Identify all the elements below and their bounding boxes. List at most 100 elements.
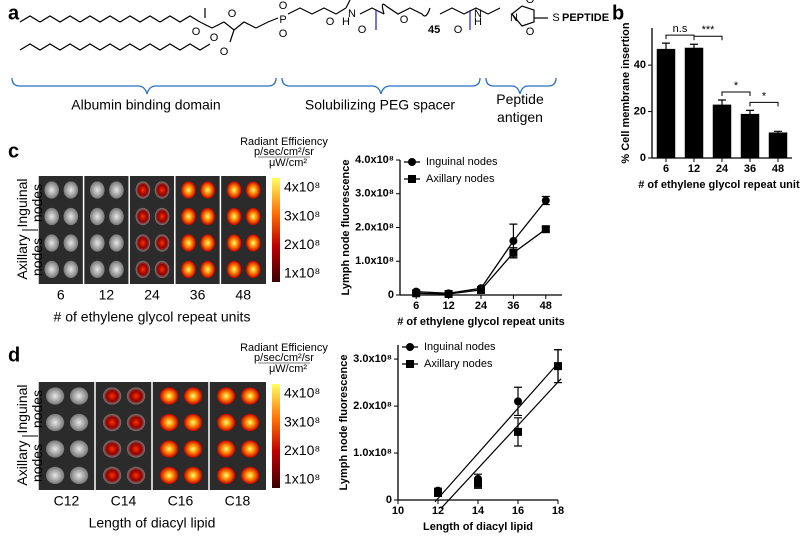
x-tick-label: 12 [688, 163, 700, 175]
significance-bracket [749, 101, 779, 107]
lymph-node [240, 387, 260, 405]
domain-label: Solubilizing PEG spacer [305, 97, 456, 113]
colorbar-label: 4x10⁸ [284, 385, 320, 401]
colorbar-unit: p/sec/cm²/sr [254, 146, 314, 158]
x-tick-label: 10 [392, 505, 404, 517]
lymph-node [183, 387, 203, 405]
lymph-node [63, 234, 79, 252]
marker [541, 196, 550, 205]
marker [434, 488, 442, 497]
x-tick-label: 36 [507, 300, 519, 312]
colorbar-label: 4x10⁸ [284, 179, 320, 195]
row-label: Axillarynodes [14, 234, 45, 279]
lymph-node [181, 207, 196, 226]
lymph-node [226, 181, 242, 199]
colorbar-unit: μW/cm² [269, 363, 307, 375]
legend-label: Axillary nodes [424, 358, 493, 370]
significance-label: n.s [673, 23, 688, 35]
lymph-node [126, 466, 146, 485]
marker [412, 289, 421, 298]
lymph-node [240, 440, 260, 458]
lymph-node [63, 207, 79, 226]
significance-label: *** [702, 24, 716, 36]
series-line [416, 200, 547, 294]
lymph-node [183, 466, 203, 485]
lymph-node [126, 440, 146, 458]
peg-repeat: 45 [428, 24, 440, 36]
y-tick-label: 3.0x10⁸ [355, 188, 394, 200]
marker [541, 225, 550, 234]
lymph-node [109, 181, 124, 199]
lymph-node [159, 387, 179, 405]
lymph-node [154, 260, 170, 279]
marker [509, 237, 518, 245]
marker [474, 479, 482, 488]
lymph-node [109, 260, 124, 279]
lymph-node [200, 234, 215, 252]
image-column-label: C16 [168, 493, 194, 509]
marker [554, 362, 562, 371]
colorbar [272, 178, 280, 282]
lymph-node [45, 466, 65, 485]
colorbar-unit: p/sec/cm²/sr [254, 352, 314, 364]
lymph-node [240, 413, 260, 432]
lymph-node [102, 466, 122, 485]
significance-bracket [693, 35, 723, 41]
lymph-node [69, 440, 89, 458]
lymph-node [102, 440, 122, 458]
y-tick-label: 40 [634, 59, 646, 71]
atom-label: O [326, 16, 335, 28]
lymph-node [154, 207, 170, 226]
legend-marker [406, 343, 414, 351]
lymph-node [89, 207, 105, 226]
lymph-node [181, 181, 196, 199]
lymph-node [135, 234, 151, 252]
panel-label: c [8, 140, 19, 162]
legend-label: Inguinal nodes [426, 156, 498, 168]
lymph-node [183, 440, 203, 458]
lymph-node [245, 260, 261, 279]
lymph-node [245, 207, 261, 226]
y-axis-label: Lymph node fluorescence [338, 355, 350, 491]
lymph-node [181, 234, 196, 252]
lymph-node [216, 466, 236, 485]
y-tick-label: 1.0x10⁸ [355, 255, 394, 267]
lymph-node [226, 260, 242, 279]
x-axis-label: # of ethylene glycol repeat units [638, 179, 800, 191]
atom-label: O [210, 32, 219, 44]
panel-label: d [8, 344, 20, 366]
y-tick-label: 2.0x10⁸ [355, 221, 394, 233]
panel-label: a [8, 2, 20, 24]
atom-label: S [552, 12, 559, 24]
marker [509, 248, 518, 257]
image-column-label: 12 [99, 287, 115, 303]
x-tick-label: 48 [540, 300, 552, 312]
atom-label: N [510, 12, 518, 24]
legend-label: Axillary nodes [426, 173, 495, 185]
lymph-node [226, 234, 242, 252]
legend-marker [408, 158, 416, 166]
lymph-node [245, 181, 261, 199]
x-tick-label: 16 [512, 505, 524, 517]
lymph-node [154, 181, 170, 199]
y-axis-label: % Cell membrane insertion [620, 22, 632, 163]
x-tick-label: 12 [442, 300, 454, 312]
x-tick-label: 14 [472, 505, 485, 517]
bar [768, 132, 788, 158]
legend-marker [406, 360, 414, 368]
lymph-node [135, 207, 151, 226]
domain-braces [11, 77, 557, 95]
y-tick-label: 0 [640, 152, 646, 164]
y-tick-label: 0 [386, 494, 392, 506]
atom-label: O [279, 0, 288, 12]
image-x-label: Length of diacyl lipid [89, 515, 216, 531]
x-tick-label: 36 [744, 163, 756, 175]
domain-label: Albumin binding domain [71, 97, 220, 113]
bar [684, 47, 704, 158]
lymph-node [45, 413, 65, 432]
lymph-node [102, 413, 122, 432]
bar [656, 48, 676, 159]
colorbar-label: 2x10⁸ [284, 236, 320, 252]
lymph-node [102, 387, 122, 405]
